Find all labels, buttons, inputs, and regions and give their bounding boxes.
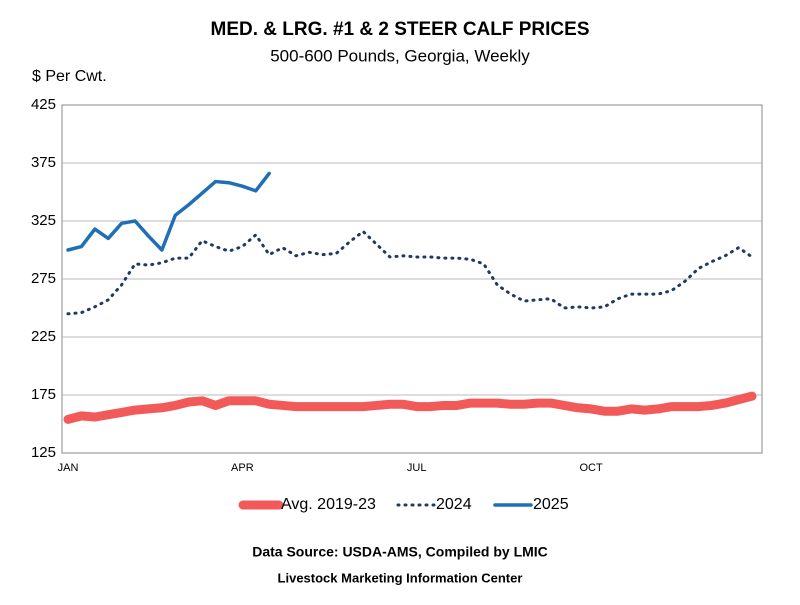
legend-label: 2024 — [436, 496, 472, 513]
y-tick-label: 175 — [31, 386, 56, 403]
y-tick-label: 425 — [31, 96, 56, 113]
y-tick-label: 125 — [31, 444, 56, 461]
y-tick-label: 375 — [31, 154, 56, 171]
chart-title: MED. & LRG. #1 & 2 STEER CALF PRICES — [211, 19, 590, 40]
y-axis-label: $ Per Cwt. — [32, 68, 107, 85]
source: Data Source: USDA-AMS, Compiled by LMIC — [252, 544, 548, 560]
series-line — [63, 391, 757, 424]
plot-frame — [61, 104, 763, 454]
footer: Livestock Marketing Information Center — [278, 570, 523, 585]
legend-label: 2025 — [533, 496, 569, 513]
x-tick-label: APR — [231, 462, 254, 474]
series-line — [66, 171, 271, 252]
chart-subtitle: 500-600 Pounds, Georgia, Weekly — [270, 46, 530, 65]
x-tick-label: OCT — [579, 462, 603, 474]
y-tick-label: 225 — [31, 328, 56, 345]
x-tick-label: JUL — [407, 462, 427, 474]
y-tick-label: 275 — [31, 270, 56, 287]
series-line — [66, 229, 754, 316]
y-tick-label: 325 — [31, 212, 56, 229]
legend-label: Avg. 2019-23 — [281, 496, 376, 513]
x-tick-label: JAN — [58, 462, 79, 474]
